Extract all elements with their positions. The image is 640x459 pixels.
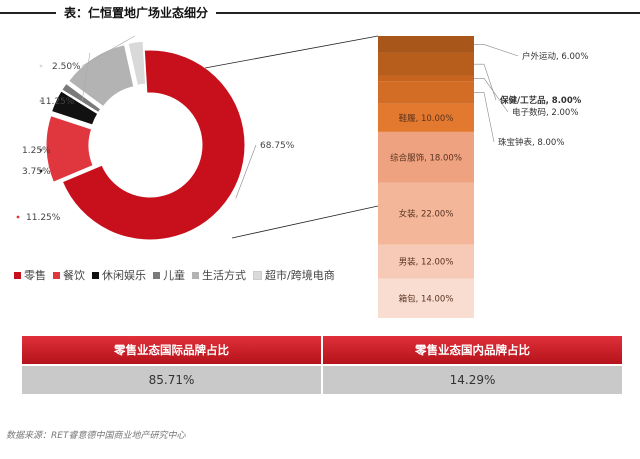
legend-label: 生活方式 [202, 269, 246, 282]
table-header-row: 零售业态国际品牌占比 零售业态国内品牌占比 [22, 336, 622, 364]
bar-segment [378, 36, 474, 53]
label-dot [16, 215, 20, 219]
connector-bottom [231, 205, 379, 239]
table-value-international: 85.71% [22, 366, 321, 394]
bar-label-1: 男装, 12.00% [399, 257, 454, 268]
donut-label-0: 68.75% [260, 141, 295, 151]
legend-item: 儿童 [153, 267, 185, 283]
bar-segment [378, 244, 474, 279]
legend-swatch [253, 270, 262, 280]
legend-swatch [153, 271, 160, 279]
legend-label: 休闲娱乐 [102, 269, 146, 282]
table-value-domestic: 14.29% [323, 366, 622, 394]
legend-label: 儿童 [163, 269, 185, 282]
legend-label: 零售 [24, 269, 46, 282]
table-header-domestic: 零售业态国内品牌占比 [323, 336, 622, 364]
legend-item: 餐饮 [53, 267, 85, 283]
legend-label: 超市/跨境电商 [265, 269, 335, 282]
header: 表：仁恒置地广场业态细分 [0, 0, 640, 26]
label-dot [39, 148, 43, 152]
bar-segment [378, 131, 474, 183]
donut-label-1: 11.25% [26, 213, 61, 223]
legend-swatch [192, 271, 199, 279]
legend-item: 零售 [14, 267, 46, 283]
legend-item: 生活方式 [192, 267, 246, 283]
table-value-row: 85.71% 14.29% [22, 366, 622, 394]
bar-segment [378, 278, 474, 318]
bar-segment [378, 103, 474, 132]
bar-label-0: 箱包, 14.00% [399, 293, 454, 304]
page-title: 表：仁恒置地广场业态细分 [56, 4, 217, 22]
pie-legend: 零售 餐饮 休闲娱乐 儿童 生活方式 超市/跨境电商 [14, 267, 335, 283]
donut-chart: 68.75% 11.25% 3.75% 1.25% 11.25% 2.50% [16, 35, 295, 241]
bar-label-4: 鞋履, 10.00% [399, 113, 454, 124]
bar-label-3: 综合服饰, 18.00% [390, 152, 462, 163]
bar-segment [378, 81, 474, 104]
bar-segment [378, 75, 474, 82]
donut-label-2: 3.75% [22, 167, 51, 177]
bar-label-7: 保健/工艺品, 8.00% [499, 95, 582, 106]
donut-label-4: 11.25% [40, 97, 75, 107]
label-dot [39, 169, 43, 173]
bar-label-2: 女装, 22.00% [399, 209, 454, 220]
brand-share-table: 零售业态国际品牌占比 零售业态国内品牌占比 85.71% 14.29% [22, 336, 622, 394]
stacked-bar-chart: 箱包, 14.00% 男装, 12.00% 女装, 22.00% 综合服饰, 18.0… [204, 35, 588, 318]
legend-label: 餐饮 [63, 269, 85, 282]
table-header-international: 零售业态国际品牌占比 [22, 336, 321, 364]
donut-slice [67, 44, 135, 108]
donut-label-5: 2.50% [52, 62, 81, 72]
bar-label-5: 珠宝钟表, 8.00% [498, 137, 564, 148]
legend-swatch [92, 271, 99, 279]
donut-slice [50, 90, 99, 126]
connector-top [204, 35, 379, 69]
bar-label-8: 户外运动, 6.00% [522, 51, 588, 62]
bar-segment [378, 52, 474, 76]
header-rule [0, 12, 640, 14]
donut-slice [61, 49, 246, 241]
donut-slice [45, 115, 94, 183]
legend-swatch [53, 271, 60, 279]
donut-slice [61, 82, 102, 114]
source-note: 数据来源：RET睿意德中国商业地产研究中心 [6, 431, 186, 441]
legend-item: 休闲娱乐 [92, 267, 146, 283]
label-dot [39, 64, 43, 68]
chart-area: 68.75% 11.25% 3.75% 1.25% 11.25% 2.50% 箱包, 14… [16, 35, 588, 318]
donut-slice [127, 40, 147, 86]
legend-swatch [14, 271, 21, 279]
bar-label-6: 电子数码, 2.00% [512, 107, 578, 118]
legend-item: 超市/跨境电商 [253, 267, 335, 283]
donut-label-3: 1.25% [22, 146, 51, 156]
bar-segment [378, 182, 474, 245]
label-dot [39, 99, 43, 103]
